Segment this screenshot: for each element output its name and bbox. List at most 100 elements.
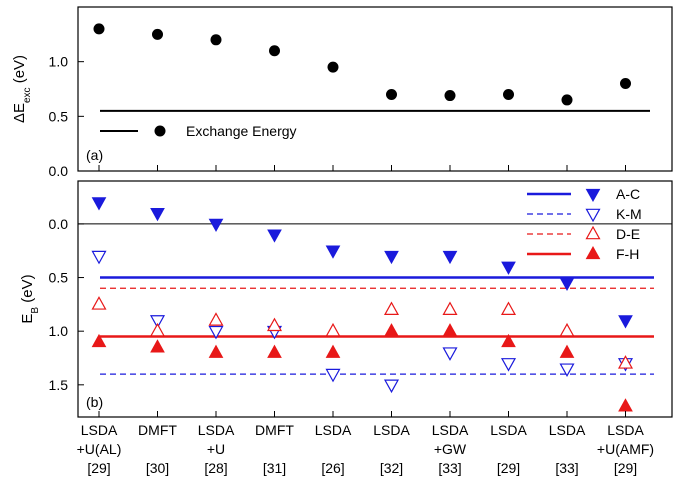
category-label: [29] (497, 460, 520, 476)
point-d-e (91, 296, 107, 310)
legend-marker-k-m (585, 208, 601, 223)
category-label: LSDA (373, 422, 410, 438)
panel-b-y-ticks: 0.0 0.5 1.0 1.5 (49, 216, 84, 393)
exchange-energy-point (620, 78, 631, 90)
point-f-h (559, 344, 575, 358)
point-a-c (325, 245, 341, 259)
category-label: [33] (555, 460, 578, 476)
panel-b-y-axis-title: EB (eV) (19, 274, 41, 323)
category-label: [31] (263, 460, 286, 476)
legend-marker-a-c (585, 188, 601, 203)
point-d-e (559, 322, 575, 337)
point-a-c (618, 315, 633, 329)
category-label: [33] (438, 460, 461, 476)
category-label: LSDA (81, 422, 118, 438)
point-f-h (384, 323, 399, 337)
point-d-e (383, 301, 400, 316)
point-d-e (149, 322, 166, 337)
category-label: DMFT (255, 422, 294, 438)
exchange-energy-point (93, 23, 105, 35)
category-label: DMFT (138, 422, 177, 438)
point-d-e (325, 322, 341, 337)
panel-a-frame (77, 6, 673, 172)
point-k-m (500, 358, 517, 372)
point-a-c (501, 261, 516, 275)
legend-label-k-m: K-M (616, 206, 642, 222)
category-label: +U(AMF) (597, 441, 654, 457)
exchange-energy-point (503, 88, 514, 100)
point-f-h (325, 344, 341, 358)
panel-b-tag: (b) (86, 394, 103, 410)
category-label: [30] (146, 460, 169, 476)
point-a-c (442, 250, 458, 265)
category-label: LSDA (315, 422, 352, 438)
panel-a-tag: (a) (86, 147, 103, 163)
point-d-e (617, 355, 634, 369)
panel-b-ytick-label: 0.0 (49, 216, 69, 232)
category-label: LSDA (607, 422, 644, 438)
panel-a-ytick-label: 0.5 (49, 108, 69, 124)
category-label: LSDA (549, 422, 586, 438)
category-label: LSDA (198, 422, 235, 438)
point-a-c (267, 229, 282, 243)
point-k-m (383, 379, 400, 394)
point-a-c (150, 208, 165, 222)
panel-a-ytick-label: 1.0 (49, 54, 69, 70)
exchange-energy-point (444, 90, 456, 102)
point-a-c (559, 277, 575, 291)
point-a-c (384, 250, 399, 265)
point-d-e (266, 317, 283, 332)
category-label: +U(AL) (77, 441, 122, 457)
panel-b-ytick-label: 1.0 (49, 323, 69, 339)
category-label: +U (207, 441, 225, 457)
point-k-m (325, 368, 341, 383)
exchange-energy-point (327, 61, 339, 73)
point-f-h (91, 333, 107, 348)
category-label: LSDA (432, 422, 469, 438)
panel-b-ytick-label: 1.5 (49, 377, 69, 393)
legend-label-f-h: F-H (616, 246, 639, 262)
point-k-m (91, 250, 107, 265)
legend-marker-d-e (585, 225, 601, 240)
legend-label-d-e: D-E (616, 226, 640, 242)
legend-label-exchange: Exchange Energy (186, 123, 297, 139)
panel-b: 0.0 0.5 1.0 1.5 EB (eV) LSDA +U(AL) [29] DM… (19, 180, 673, 476)
point-k-m (208, 325, 224, 340)
panel-a: 0.0 0.5 1.0 ΔEexc (eV) Exchange Energy (… (11, 6, 673, 179)
exchange-energy-point (561, 94, 573, 106)
point-f-h (208, 344, 224, 358)
point-f-h (442, 323, 458, 337)
panel-b-points (91, 197, 634, 412)
exchange-energy-point (152, 28, 163, 40)
exchange-energy-point (386, 88, 397, 100)
point-a-c (91, 197, 107, 211)
category-label: [28] (204, 460, 227, 476)
panel-a-ytick-label: 0.0 (49, 163, 69, 179)
point-k-m (442, 347, 458, 361)
point-a-c (208, 218, 224, 232)
point-k-m (559, 363, 575, 377)
panel-b-ytick-label: 0.5 (49, 270, 69, 286)
exchange-energy-point (210, 34, 222, 46)
legend-marker-f-h (585, 245, 601, 260)
category-label: +GW (434, 441, 467, 457)
category-label: [32] (380, 460, 403, 476)
point-d-e (208, 312, 224, 326)
panel-a-y-axis-title: ΔEexc (eV) (11, 55, 33, 123)
point-d-e (442, 301, 458, 316)
category-label: LSDA (490, 422, 527, 438)
panel-b-x-ticks: LSDA +U(AL) [29] DMFT [30] LSDA +U [28] DMFT [31]… (77, 411, 654, 476)
point-f-h (618, 398, 633, 412)
panel-a-y-ticks: 0.0 0.5 1.0 (49, 54, 626, 179)
category-label: [26] (321, 460, 344, 476)
panel-a-points (93, 23, 631, 106)
legend-marker-exchange (154, 125, 166, 137)
point-k-m (149, 315, 166, 329)
category-label: [29] (87, 460, 110, 476)
panel-a-legend: Exchange Energy (100, 123, 297, 139)
panel-b-frame (77, 180, 673, 418)
point-f-h (501, 333, 516, 348)
point-f-h (150, 339, 165, 353)
exchange-energy-point (269, 45, 280, 57)
